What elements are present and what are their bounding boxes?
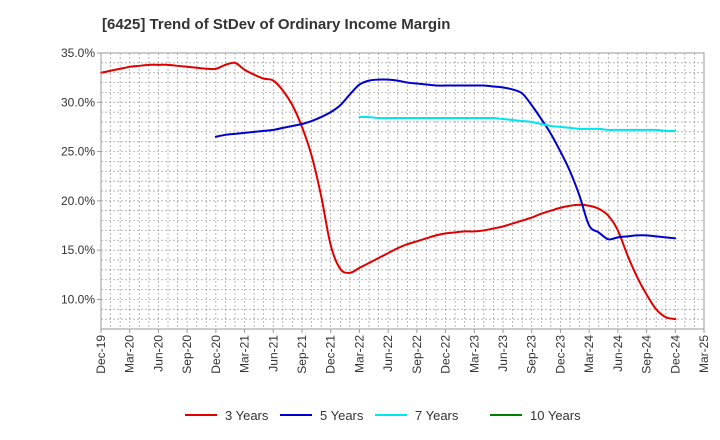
x-tick-label: Sep-24 [640, 335, 654, 374]
x-tick-label: Mar-23 [467, 335, 481, 373]
x-tick-label: Dec-23 [553, 335, 567, 374]
chart-title: [6425] Trend of StDev of Ordinary Income… [102, 16, 450, 33]
x-tick-label: Sep-23 [525, 335, 539, 374]
x-tick-label: Dec-19 [94, 335, 108, 374]
x-tick-label: Mar-24 [582, 335, 596, 373]
x-tick-label: Dec-20 [209, 335, 223, 374]
y-tick-label: 20.0% [61, 194, 95, 208]
x-tick-label: Dec-21 [324, 335, 338, 374]
x-tick-label: Dec-22 [439, 335, 453, 374]
x-axis-ticks: Dec-19 Mar-20 Jun-20 Sep-20 Dec-20 Mar-21 Jun-… [94, 329, 711, 374]
x-tick-label: Jun-21 [266, 335, 280, 372]
y-axis-ticks: 10.0% 15.0% 20.0% 25.0% 30.0% 35.0% [61, 46, 101, 306]
legend-label-3-years: 3 Years [225, 408, 269, 423]
x-tick-label: Sep-22 [410, 335, 424, 374]
x-tick-label: Jun-24 [611, 335, 625, 372]
y-tick-label: 15.0% [61, 243, 95, 257]
x-tick-label: Sep-20 [180, 335, 194, 374]
y-tick-label: 30.0% [61, 95, 95, 109]
plot-frame [100, 52, 705, 330]
x-tick-label: Sep-21 [295, 335, 309, 374]
x-tick-label: Mar-21 [238, 335, 252, 373]
y-tick-label: 10.0% [61, 292, 95, 306]
series-line-5-years [214, 78, 677, 241]
y-tick-label: 25.0% [61, 145, 95, 159]
x-tick-label: Dec-24 [668, 335, 682, 374]
x-tick-label: Mar-22 [352, 335, 366, 373]
legend-label-10-years: 10 Years [530, 408, 581, 423]
legend-label-7-years: 7 Years [415, 408, 459, 423]
legend-label-5-years: 5 Years [320, 408, 364, 423]
series-lines [100, 61, 677, 321]
gridlines [101, 53, 704, 330]
series-line-7-years [358, 115, 677, 132]
x-tick-label: Mar-20 [123, 335, 137, 373]
x-tick-label: Jun-20 [151, 335, 165, 372]
x-tick-label: Jun-23 [496, 335, 510, 372]
y-tick-label: 35.0% [61, 46, 95, 60]
series-line-3-years [100, 61, 677, 321]
x-tick-label: Jun-22 [381, 335, 395, 372]
x-tick-label: Mar-25 [697, 335, 711, 373]
legend: 3 Years 5 Years 7 Years 10 Years [185, 408, 581, 423]
